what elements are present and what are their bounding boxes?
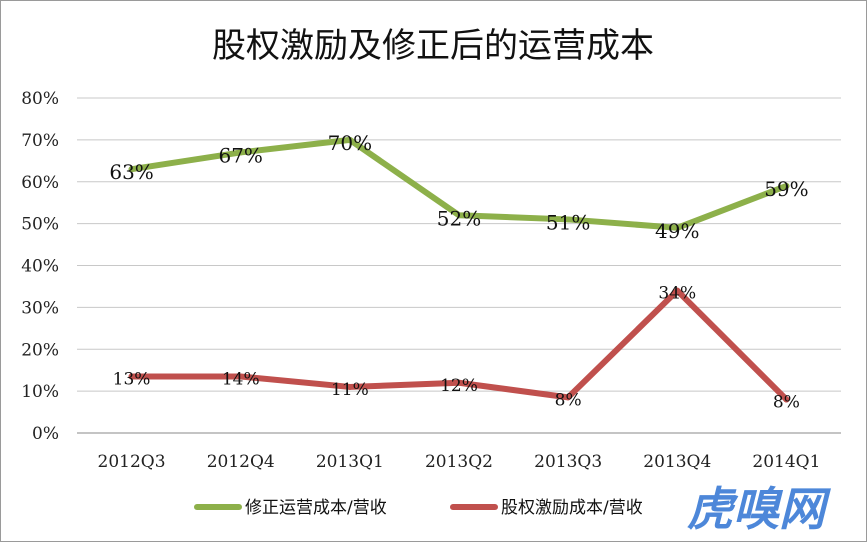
data-point (674, 287, 681, 294)
watermark-logo: 虎嗅网 (687, 482, 831, 536)
grid-layer (77, 97, 841, 434)
legend-label: 修正运营成本/营收 (245, 498, 387, 518)
chart-title: 股权激励及修正后的运营成本 (212, 26, 654, 66)
data-label: 67% (218, 143, 262, 167)
data-label: 13% (113, 369, 151, 389)
y-tick-label: 10% (21, 382, 59, 402)
data-point (783, 396, 790, 403)
x-tick-label: 2013Q1 (316, 452, 384, 472)
data-label: 12% (440, 376, 478, 396)
x-tick-label: 2012Q3 (98, 452, 166, 472)
y-tick-label: 20% (21, 340, 59, 360)
legend: 修正运营成本/营收 股权激励成本/营收 (194, 498, 643, 518)
data-point (128, 373, 135, 380)
x-tick-label: 2013Q2 (425, 452, 493, 472)
data-label: 59% (764, 177, 808, 201)
data-point (346, 383, 353, 390)
data-label: 63% (109, 160, 153, 184)
data-label: 8% (555, 390, 582, 410)
legend-label: 股权激励成本/营收 (501, 498, 643, 518)
series-layer (128, 136, 790, 403)
data-label: 51% (546, 210, 590, 234)
y-tick-label: 60% (21, 173, 59, 193)
data-point (346, 136, 353, 143)
y-tick-label: 70% (21, 131, 59, 151)
y-tick-label: 80% (21, 89, 59, 109)
x-axis-ticks: 2012Q3 2012Q4 2013Q1 2013Q2 2013Q3 2013Q4 2014… (98, 452, 821, 472)
x-tick-label: 2013Q3 (534, 452, 602, 472)
data-point (565, 394, 572, 401)
y-axis-ticks: 0% 10% 20% 30% 40% 50% 60% 70% 80% (21, 89, 59, 444)
y-tick-label: 0% (32, 424, 59, 444)
data-label: 8% (773, 393, 800, 413)
data-label: 14% (222, 369, 260, 389)
data-label: 70% (328, 131, 372, 155)
x-tick-label: 2013Q4 (643, 452, 711, 472)
y-tick-label: 50% (21, 215, 59, 235)
data-label: 11% (331, 380, 369, 400)
data-labels: 63% 67% 70% 52% 51% 49% 59% 13% 14% 11% 12% 8% 34% 8% (109, 131, 808, 413)
data-label: 49% (655, 219, 699, 243)
y-tick-label: 30% (21, 298, 59, 318)
data-point (456, 212, 462, 219)
data-point (128, 166, 135, 173)
data-point (674, 224, 681, 231)
y-tick-label: 40% (21, 257, 59, 277)
data-point (456, 379, 462, 386)
data-label: 52% (437, 206, 481, 230)
x-tick-label: 2014Q1 (752, 452, 820, 472)
data-point (565, 216, 572, 223)
data-point (783, 182, 790, 189)
data-point (237, 373, 244, 380)
data-point (237, 149, 244, 156)
x-tick-label: 2012Q4 (207, 452, 275, 472)
data-label: 34% (658, 284, 696, 304)
